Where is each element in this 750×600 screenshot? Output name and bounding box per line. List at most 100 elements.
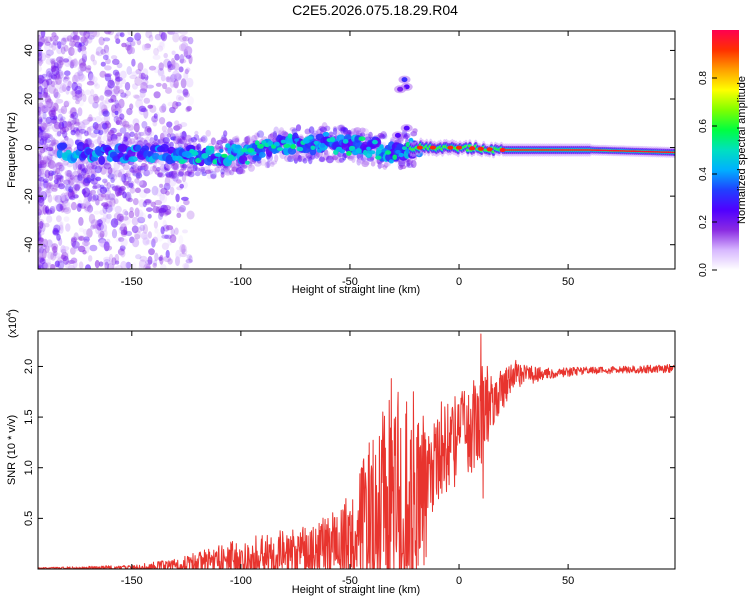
heatmap-cell [88,114,93,122]
heatmap-cell [119,174,125,181]
heatmap-cell [76,48,82,52]
heatmap-cell [180,162,185,170]
heatmap-cell [69,113,75,119]
colorbar-tick-label: 0.6 [698,119,709,133]
heatmap-cell [165,171,173,177]
heatmap-cell [38,91,43,99]
heatmap-cell [170,170,178,175]
heatmap-cell [56,215,62,223]
heatmap-cell [38,51,42,61]
heatmap-cell [333,127,338,136]
heatmap-cell [273,126,280,134]
heatmap-cell [152,119,158,127]
heatmap-cell [118,89,125,94]
heatmap-cell [176,89,183,94]
heatmap-cell [145,263,151,269]
heatmap-cell [210,170,217,179]
heatmap-cell [42,81,48,88]
heatmap-cell [284,154,292,163]
heatmap-cell [316,148,322,153]
heatmap-cell [41,121,47,131]
heatmap-cell [170,136,178,141]
heatmap-cell [44,133,50,139]
heatmap-cell [82,240,90,247]
heatmap-cell [38,129,42,139]
heatmap-cell [177,171,184,177]
heatmap-cell [625,150,629,153]
heatmap-cell [73,121,81,126]
heatmap-cell [355,148,362,154]
heatmap-cell [107,202,115,211]
heatmap-cell [175,94,182,102]
heatmap-cell [110,173,117,181]
heatmap-cell [131,58,136,67]
heatmap-cell [562,149,566,151]
heatmap-cell [608,149,611,152]
heatmap-cell [139,189,148,199]
heatmap-cell [77,70,83,77]
heatmap-cell [325,155,334,164]
heatmap-cell [45,53,51,59]
heatmap-cell [62,58,70,63]
heatmap-cell [95,51,100,56]
x-tick-label: -50 [342,276,358,288]
heatmap-cell [555,149,559,151]
heatmap-cell [63,216,70,222]
heatmap-cell [664,151,668,154]
heatmap-cell [185,258,193,264]
heatmap-cell [153,259,158,266]
heatmap-cell [161,103,167,113]
heatmap-cell [74,184,81,192]
heatmap-cell [172,169,181,177]
heatmap-cell [370,161,376,167]
heatmap-cell [144,163,149,171]
heatmap-cell [235,167,244,175]
heatmap-cell [172,162,179,170]
heatmap-cell [295,124,302,132]
heatmap-cell [188,54,193,65]
heatmap-cell [72,34,80,44]
heatmap-cell [114,110,119,116]
heatmap-cell [77,65,86,73]
heatmap-cell [125,170,131,179]
heatmap-cell [72,161,78,171]
heatmap-cell [138,131,145,137]
heatmap-cell [120,231,128,237]
heatmap-cell [148,65,157,71]
heatmap-cell [70,129,76,136]
heatmap-cell [44,107,51,112]
heatmap-cell [120,78,126,85]
heatmap-cell [573,149,577,151]
heatmap-cell [174,120,180,126]
heatmap-cell [38,98,45,103]
heatmap-cell [47,141,54,147]
heatmap-cell [59,60,65,66]
heatmap-cell [90,224,96,230]
heatmap-cell [53,121,62,130]
heatmap-cell [50,116,58,121]
heatmap-cell [70,42,76,48]
heatmap-cell [56,45,63,55]
heatmap-cell [153,134,158,141]
heatmap-cell [105,58,111,65]
heatmap-cell [40,117,47,123]
heatmap-cell [132,198,139,206]
heatmap-cell [180,78,187,89]
heatmap-cell [92,194,99,201]
heatmap-cell [61,251,69,262]
heatmap-cell [52,149,58,154]
heatmap-cell [158,41,166,51]
heatmap-cell [179,58,187,64]
heatmap-cell [410,160,417,168]
heatmap-cell [52,205,59,211]
heatmap-cell [232,138,240,143]
heatmap-cell [39,106,45,114]
heatmap-cell [204,169,212,174]
heatmap-cell [129,103,134,110]
heatmap-cell [156,232,164,242]
heatmap-cell [114,75,121,86]
x-tick-label: -150 [121,276,143,288]
heatmap-cell [69,174,75,180]
heatmap-cell [38,50,43,58]
heatmap-cell [75,132,81,137]
